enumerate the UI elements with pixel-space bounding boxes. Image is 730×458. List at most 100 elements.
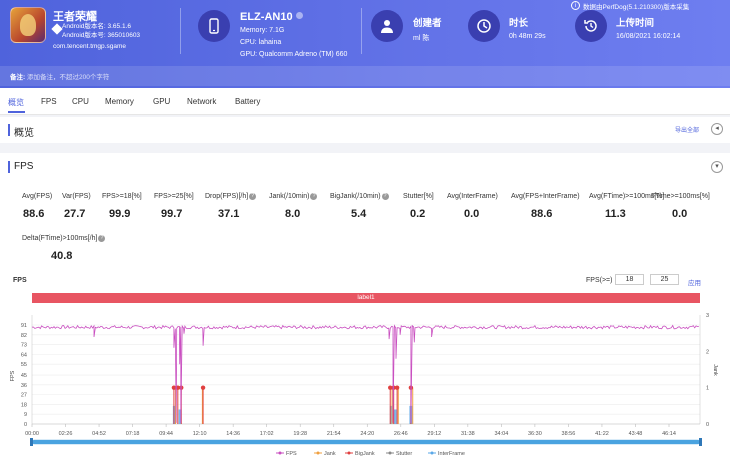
export-all-button[interactable]: 导出全部 [675,128,700,134]
x-tick-label: 04:52 [92,431,106,437]
duration-value: 0h 48m 29s [509,33,546,40]
x-tick-label: 21:54 [327,431,341,437]
user-icon [371,10,403,42]
app-version-code: Android版本号: 365010603 [62,32,141,39]
help-icon[interactable]: ? [98,235,106,242]
zoom-range [32,440,700,444]
creator-label: 创建者 [413,18,442,29]
tab-battery[interactable]: Battery [235,97,261,106]
tab-fps[interactable]: FPS [41,97,57,106]
collapse-down-icon[interactable]: ▾ [711,161,723,173]
metric-label: Avg(FPS+InterFrame) [511,193,580,200]
interframe-bar [178,409,182,424]
device-gpu: GPU: Qualcomm Adreno (TM) 660 [240,51,348,58]
y2-tick-label: 3 [706,313,709,319]
app-name: 王者荣耀 [53,11,97,23]
y-tick-label: 91 [21,323,27,329]
y-tick-label: 55 [21,362,27,368]
x-tick-label: 34:04 [494,431,508,437]
note-label: 备注: [10,74,26,81]
zoom-handle-right [699,438,702,446]
bigjank-point [171,385,177,390]
fps-series-line [31,324,699,423]
creator-value: ml 陈 [413,35,430,42]
fps-threshold-label: FPS(>=) [586,277,613,284]
legend-marker [430,451,434,455]
metric-value: 37.1 [218,208,240,220]
metric-label: Avg(InterFrame) [447,193,498,200]
metric-label: Drop(FPS)[/h]? [205,193,257,200]
y2-tick-label: 0 [706,422,709,428]
x-tick-label: 00:00 [25,431,39,437]
tab-gpu[interactable]: GPU [153,97,171,106]
note-bar[interactable] [0,66,730,86]
header-divider [180,8,181,54]
report-header: 王者荣耀 Android版本名: 3.65.1.6 Android版本号: 36… [0,0,730,88]
bigjank-point [200,385,206,390]
tab-cpu[interactable]: CPU [72,97,89,106]
legend-label: Jank [324,451,336,457]
help-icon[interactable]: ? [310,193,318,200]
metric-label: Avg(FPS) [22,193,53,200]
tab-overview[interactable]: 概览 [8,98,24,107]
y-tick-label: 73 [21,343,27,349]
legend-marker [316,451,320,455]
chart-title: FPS [13,277,27,284]
metric-label: Delta(FTime)>100ms[/h]? [22,235,106,242]
section-marker [8,124,10,136]
y-tick-label: 64 [21,352,27,358]
x-tick-label: 43:48 [629,431,643,437]
tab-memory[interactable]: Memory [105,97,134,106]
metric-value: 0.2 [410,208,426,220]
fps-chart[interactable]: 0 9 18 27 36 45 55 64 73 82 91 0 1 2 3 FPS Jank 00:00 02:2… [0,305,730,458]
y-tick-label: 18 [21,402,27,408]
x-tick-label: 46:14 [662,431,676,437]
legend-marker [278,451,282,455]
x-tick-label: 12:10 [193,431,207,437]
metric-value: 0.0 [672,208,688,220]
y2-tick-label: 1 [706,386,709,392]
section-marker [8,161,10,173]
history-icon [575,10,607,42]
x-tick-label: 07:18 [126,431,140,437]
device-info-icon[interactable] [295,12,303,19]
x-tick-label: 09:44 [159,431,173,437]
phone-icon [198,10,230,42]
help-icon[interactable]: ? [381,193,389,200]
app-icon [10,7,46,43]
y2-tick-label: 2 [706,349,709,355]
app-version-name: Android版本名: 3.65.1.6 [62,23,132,30]
x-tick-label: 19:28 [293,431,307,437]
label-band: label1 [32,293,700,303]
y-tick-label: 0 [24,422,27,428]
info-icon: i [571,1,580,10]
legend-label: Stutter [396,451,412,457]
collapse-left-icon[interactable]: ◂ [711,123,723,135]
y-axis-label: FPS [10,370,16,381]
metric-value: 88.6 [23,208,45,220]
help-icon[interactable]: ? [249,193,257,200]
x-tick-label: 14:36 [226,431,240,437]
tab-network[interactable]: Network [187,97,217,106]
note-input[interactable]: 添加备注，不超过200个字符 [27,74,110,81]
duration-label: 时长 [509,18,529,29]
metric-value: 99.9 [109,208,131,220]
metric-label: FPS>=18[%] [102,193,142,200]
legend-label: BigJank [355,451,375,457]
legend-label: InterFrame [438,451,465,457]
fps-threshold-2-input[interactable]: 25 [650,274,679,285]
x-tick-label: 36:30 [528,431,542,437]
metric-label: BigJank(/10min)? [330,193,389,200]
metric-value: 88.6 [531,208,553,220]
y-tick-label: 9 [24,412,27,418]
x-tick-label: 29:12 [427,431,441,437]
fps-threshold-1-input[interactable]: 18 [615,274,644,285]
apply-threshold-button[interactable]: 应用 [688,280,701,287]
tab-bar [0,88,730,115]
legend-marker [347,451,351,455]
interframe-bar [389,405,393,424]
metric-value: 5.4 [351,208,367,220]
metric-value: 11.3 [605,208,626,220]
interframe-bar [393,409,397,424]
upload-label: 上传时间 [616,18,655,29]
